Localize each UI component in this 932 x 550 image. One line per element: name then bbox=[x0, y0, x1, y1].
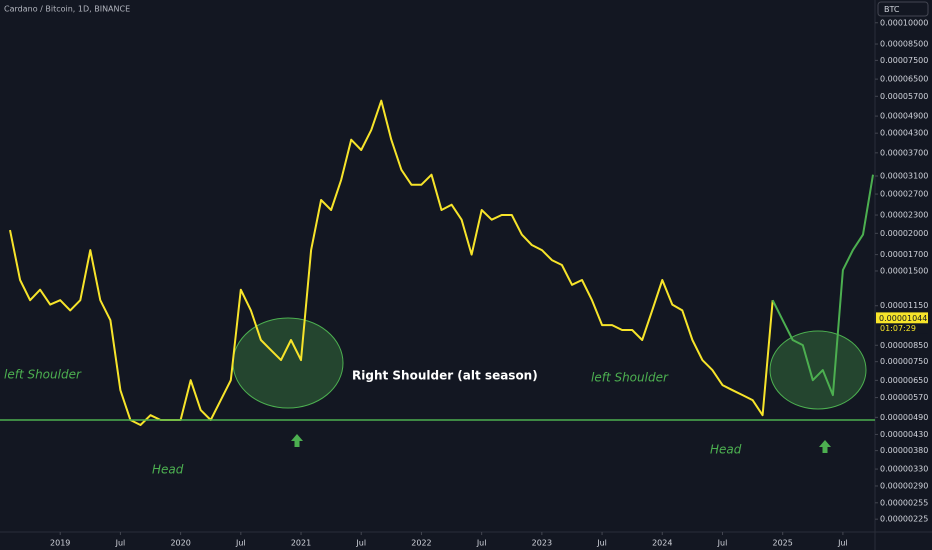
y-tick-label: 0.00006500 bbox=[880, 75, 928, 84]
right-shoulder-highlight bbox=[232, 317, 344, 409]
y-tick-label: 0.00007500 bbox=[880, 56, 928, 65]
annotation: left Shoulder bbox=[4, 368, 82, 382]
y-tick-label: 0.00003700 bbox=[880, 148, 928, 157]
x-tick-label: Jul bbox=[115, 539, 126, 548]
x-tick-label: Jul bbox=[717, 539, 728, 548]
y-tick-label: 0.00000750 bbox=[880, 357, 928, 366]
y-tick-label: 0.00000850 bbox=[880, 341, 928, 350]
x-tick-label: 2025 bbox=[773, 539, 793, 548]
annotation: Head bbox=[152, 463, 184, 477]
y-tick-label: 0.00000330 bbox=[880, 465, 928, 474]
x-tick-label: Jul bbox=[235, 539, 246, 548]
y-tick-label: 0.00004900 bbox=[880, 112, 928, 121]
x-tick-label: 2020 bbox=[170, 539, 190, 548]
x-tick-label: 2019 bbox=[50, 539, 70, 548]
up-arrow bbox=[819, 440, 831, 453]
y-tick-label: 0.00000380 bbox=[880, 446, 928, 455]
y-tick-label: 0.00000430 bbox=[880, 430, 928, 439]
y-tick-label: 0.00005700 bbox=[880, 92, 928, 101]
y-tick-label: 0.00003100 bbox=[880, 171, 928, 180]
y-tick-label: 0.00000490 bbox=[880, 413, 928, 422]
x-tick-label: 2022 bbox=[411, 539, 431, 548]
currency-button-label[interactable]: BTC bbox=[884, 5, 900, 14]
annotation: Right Shoulder (alt season) bbox=[352, 369, 538, 383]
y-tick-label: 0.00001500 bbox=[880, 266, 928, 275]
x-tick-label: 2023 bbox=[532, 539, 552, 548]
annotation: left Shoulder bbox=[591, 371, 669, 385]
y-tick-label: 0.00010000 bbox=[880, 18, 928, 27]
currency-button[interactable] bbox=[877, 1, 929, 17]
x-tick-label: 2024 bbox=[652, 539, 672, 548]
y-tick-label: 0.00000255 bbox=[880, 498, 928, 507]
price-line bbox=[771, 174, 874, 397]
x-tick-label: Jul bbox=[596, 539, 607, 548]
y-tick-label: 0.00008500 bbox=[880, 40, 928, 49]
y-tick-label: 0.00002000 bbox=[880, 229, 928, 238]
y-tick-label: 0.00002300 bbox=[880, 211, 928, 220]
last-price-label: 0.00001044 bbox=[879, 314, 927, 323]
y-tick-label: 0.00000570 bbox=[880, 393, 928, 402]
x-tick-label: Jul bbox=[837, 539, 848, 548]
last-price-box bbox=[876, 312, 928, 324]
shoulder-highlight bbox=[769, 330, 867, 410]
x-tick-label: 2021 bbox=[291, 539, 311, 548]
y-tick-label: 0.00001150 bbox=[880, 301, 928, 310]
y-tick-label: 0.00000290 bbox=[880, 481, 928, 490]
y-tick-label: 0.00002700 bbox=[880, 190, 928, 199]
up-arrow bbox=[291, 434, 303, 447]
y-tick-label: 0.00001700 bbox=[880, 250, 928, 259]
countdown-box bbox=[876, 323, 928, 334]
y-tick-label: 0.00000225 bbox=[880, 515, 928, 524]
chart-title: Cardano / Bitcoin, 1D, BINANCE bbox=[4, 5, 130, 14]
countdown-label: 01:07:29 bbox=[880, 324, 916, 333]
annotation: Head bbox=[710, 443, 742, 457]
y-tick-label: 0.00000650 bbox=[880, 376, 928, 385]
x-tick-label: Jul bbox=[355, 539, 366, 548]
y-tick-label: 0.00004300 bbox=[880, 129, 928, 138]
price-line bbox=[9, 99, 774, 426]
x-tick-label: Jul bbox=[476, 539, 487, 548]
